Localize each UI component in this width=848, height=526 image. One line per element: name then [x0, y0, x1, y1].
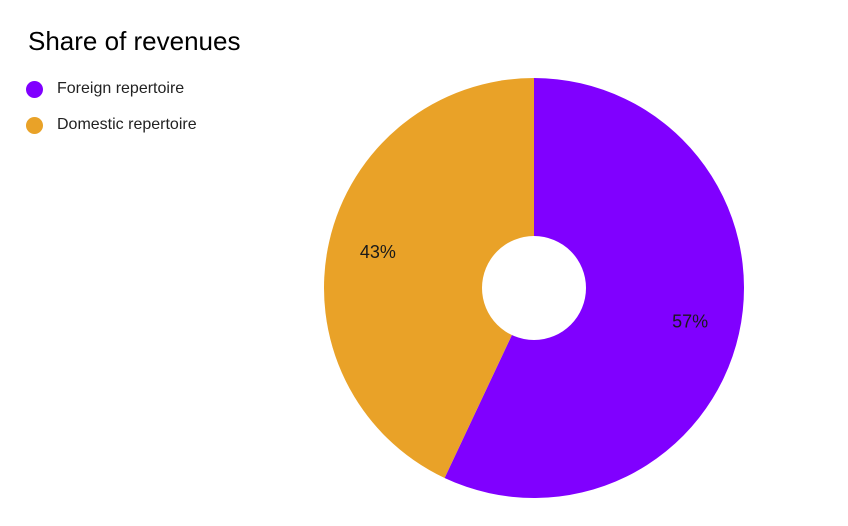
donut-hole [482, 236, 586, 340]
legend-swatch-domestic [26, 116, 43, 134]
legend-item-domestic[interactable]: Domestic repertoire [26, 116, 197, 134]
slice-label-foreign: 57% [672, 312, 708, 332]
slice-foreign[interactable] [444, 78, 744, 498]
chart-title: Share of revenues [28, 26, 241, 56]
slices-group [323, 78, 744, 498]
legend: Foreign repertoire Domestic repertoire [26, 80, 197, 152]
labels-group: 57% 43% [360, 242, 708, 332]
slice-domestic[interactable] [323, 78, 534, 479]
legend-label-domestic: Domestic repertoire [57, 116, 197, 133]
slice-label-domestic: 43% [360, 242, 396, 262]
legend-swatch-foreign [26, 80, 43, 98]
legend-label-foreign: Foreign repertoire [57, 80, 185, 97]
legend-item-foreign[interactable]: Foreign repertoire [26, 80, 197, 98]
